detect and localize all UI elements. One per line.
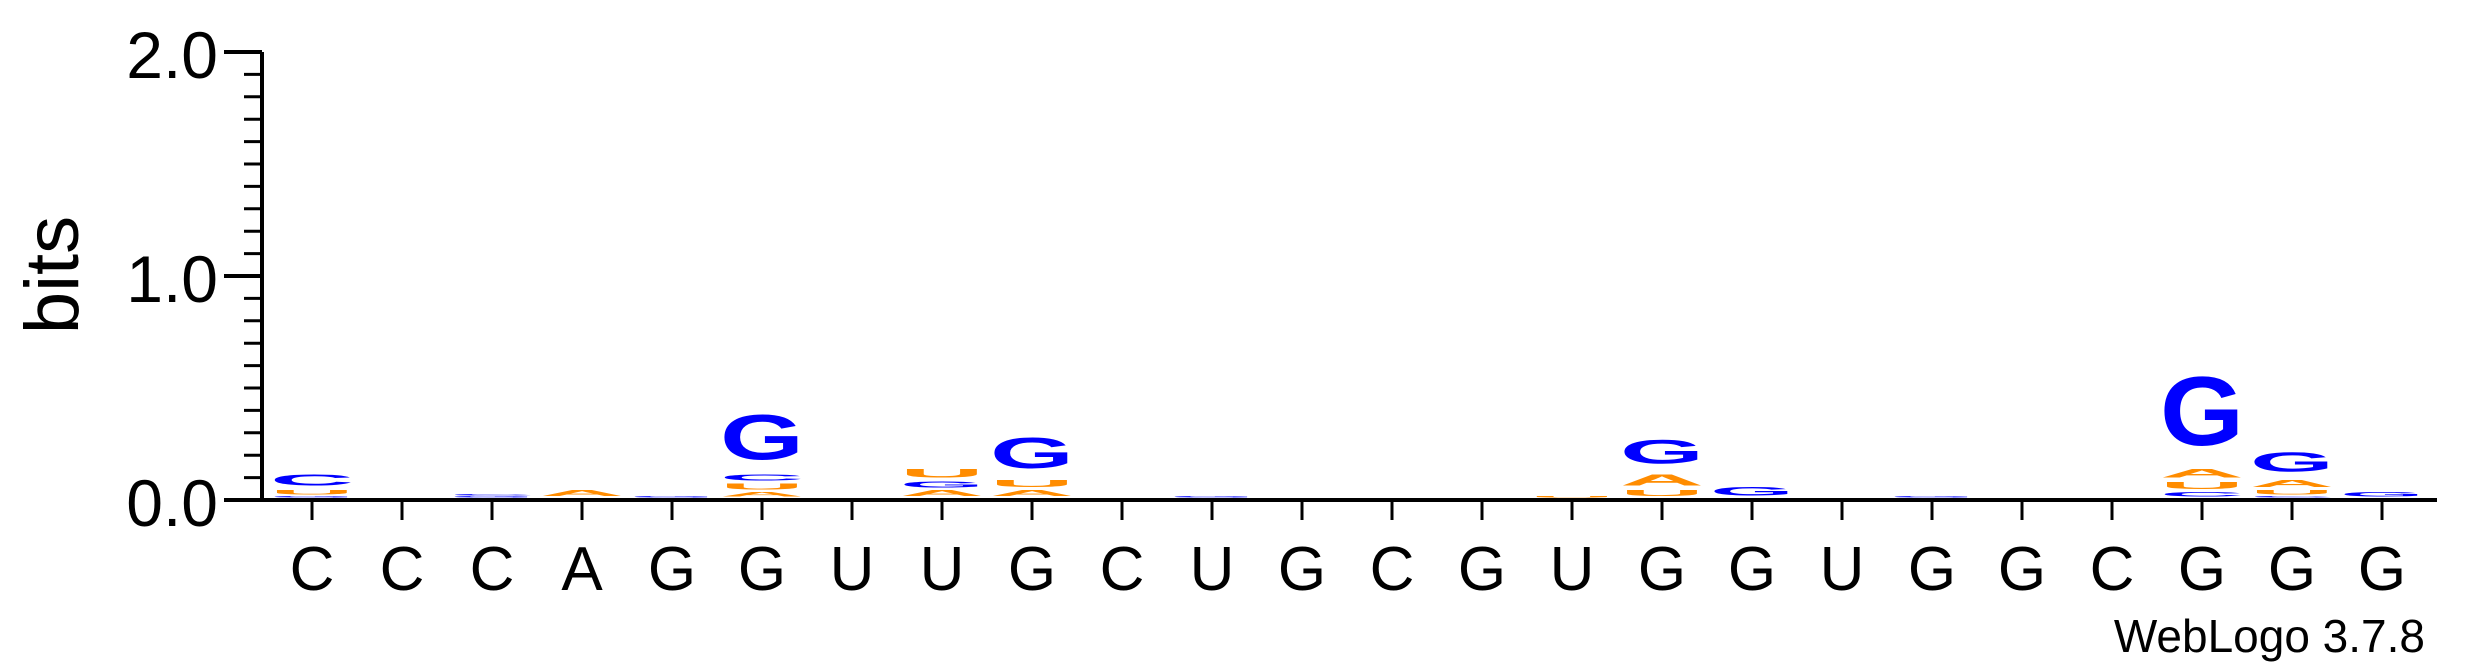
x-tick-label: U xyxy=(830,535,875,604)
logo-letter-g: G xyxy=(1890,496,1974,498)
logo-letter-c: C xyxy=(2160,491,2244,498)
logo-letter-a: A xyxy=(1620,471,1704,489)
weblogo-credit: WebLogo 3.7.8 xyxy=(2114,610,2425,662)
x-tick-label: G xyxy=(648,535,696,604)
x-tick-label: G xyxy=(1638,535,1686,604)
logo-letter-g: G xyxy=(2250,446,2334,477)
x-tick-label: G xyxy=(1458,535,1506,604)
x-tick-label: C xyxy=(290,535,335,604)
x-tick-label: C xyxy=(2090,535,2135,604)
logo-letter-a: A xyxy=(2160,467,2244,480)
x-tick-label: C xyxy=(380,535,425,604)
logo-letter-u: U xyxy=(720,482,804,491)
logo-letter-a: A xyxy=(2250,478,2334,489)
logo-letter-u: U xyxy=(270,489,354,496)
logo-letter-g: G xyxy=(630,496,714,498)
x-tick-label: G xyxy=(2268,535,2316,604)
x-tick-label: G xyxy=(2178,535,2226,604)
y-axis-label: bits xyxy=(10,216,95,334)
logo-letter-g: G xyxy=(450,496,534,498)
y-tick-label: 2.0 xyxy=(126,18,218,92)
logo-letter-c: C xyxy=(2250,496,2334,498)
logo-letter-g: G xyxy=(1710,485,1794,498)
logo-letter-c: C xyxy=(270,471,354,489)
logo-letter-u: U xyxy=(1620,489,1704,498)
logo-letter-g: G xyxy=(1620,433,1704,471)
x-tick-label: C xyxy=(1370,535,1415,604)
logo-letter-u: U xyxy=(2250,489,2334,496)
logo-letter-u: U xyxy=(1530,496,1614,498)
logo-letter-g: G xyxy=(900,480,984,489)
x-tick-label: U xyxy=(1190,535,1235,604)
x-tick-label: G xyxy=(1728,535,1776,604)
logo-letter-u: U xyxy=(900,467,984,480)
logo-letter-g: G xyxy=(720,402,804,473)
logo-letter-g: G xyxy=(270,496,354,498)
x-tick-label: G xyxy=(2358,535,2406,604)
x-tick-label: G xyxy=(738,535,786,604)
logo-letter-g: G xyxy=(2160,357,2244,466)
x-tick-label: G xyxy=(1908,535,1956,604)
x-tick-label: G xyxy=(1008,535,1056,604)
y-tick-label: 1.0 xyxy=(126,242,218,316)
x-tick-label: C xyxy=(1100,535,1145,604)
logo-letter-c: C xyxy=(720,473,804,482)
x-tick-label: U xyxy=(920,535,965,604)
logo-letter-g: G xyxy=(1170,496,1254,498)
logo-letter-g: G xyxy=(990,429,1074,478)
logo-letter-u: U xyxy=(990,478,1074,489)
logo-letter-c: C xyxy=(450,494,534,496)
x-tick-label: A xyxy=(561,535,603,604)
logo-letter-a: A xyxy=(540,489,624,498)
y-tick-label: 0.0 xyxy=(126,466,218,540)
x-tick-label: G xyxy=(1278,535,1326,604)
x-tick-label: G xyxy=(1998,535,2046,604)
logo-letter-g: G xyxy=(2340,491,2424,498)
logo-letter-a: A xyxy=(990,489,1074,498)
y-axis: 0.0 1.0 2.0 xyxy=(126,18,264,540)
logo-letter-a: A xyxy=(900,489,984,498)
logo-letter-u: U xyxy=(2160,480,2244,491)
x-tick-label: U xyxy=(1820,535,1865,604)
logo-letter-a: A xyxy=(720,491,804,498)
x-tick-label: U xyxy=(1550,535,1595,604)
x-tick-label: C xyxy=(470,535,515,604)
